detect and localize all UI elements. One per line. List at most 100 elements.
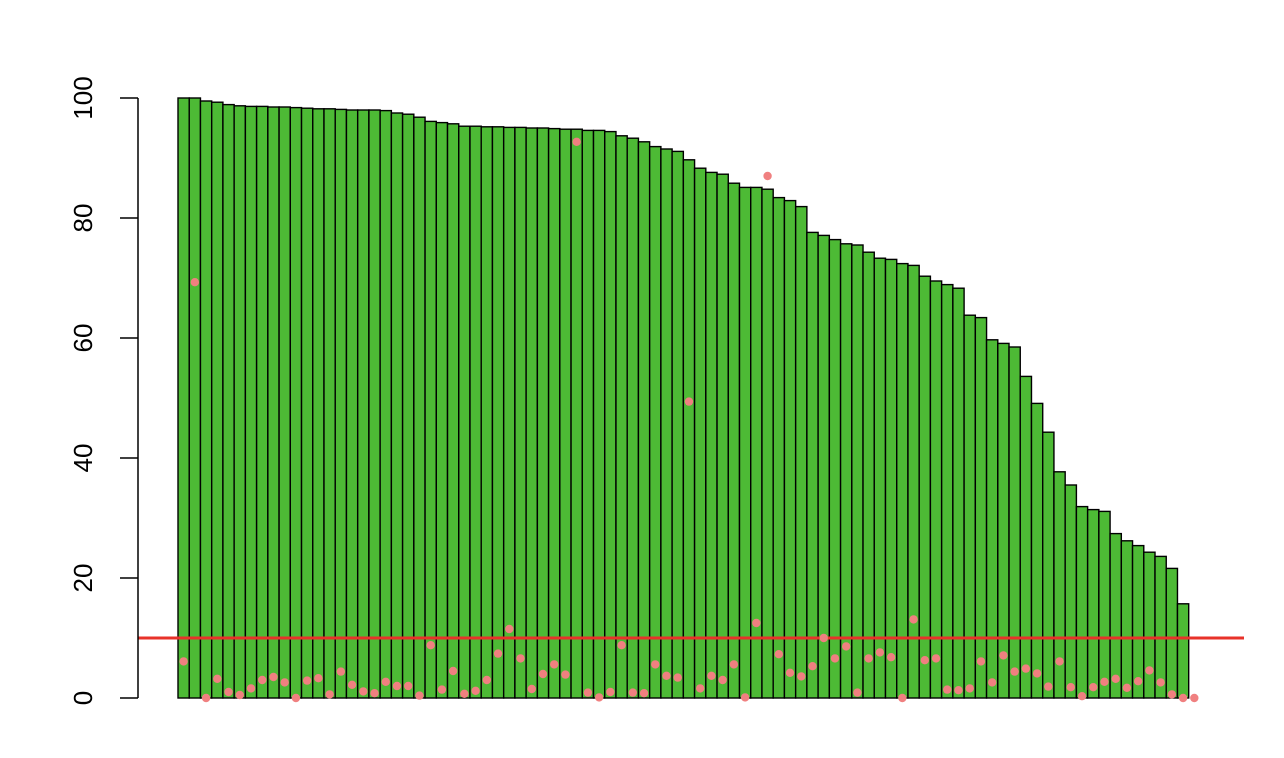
bar bbox=[379, 109, 393, 699]
data-point bbox=[774, 650, 784, 659]
data-point bbox=[235, 690, 244, 700]
bar bbox=[356, 109, 370, 699]
data-point bbox=[1156, 678, 1165, 687]
data-point bbox=[1032, 669, 1042, 678]
bar bbox=[884, 258, 898, 699]
data-point bbox=[1145, 666, 1154, 675]
bar bbox=[210, 101, 224, 699]
data-point bbox=[954, 686, 963, 695]
data-point bbox=[1055, 657, 1064, 666]
data-point bbox=[325, 690, 334, 699]
bar bbox=[401, 113, 415, 699]
data-point bbox=[336, 667, 346, 676]
data-point bbox=[931, 654, 941, 663]
data-point bbox=[1122, 683, 1132, 692]
bar bbox=[1008, 346, 1021, 699]
data-point bbox=[583, 688, 593, 697]
data-point bbox=[763, 171, 772, 181]
bar bbox=[660, 148, 673, 699]
bar bbox=[997, 342, 1010, 699]
bar bbox=[648, 145, 662, 699]
data-point bbox=[404, 681, 413, 691]
bar bbox=[705, 171, 718, 699]
bar bbox=[974, 316, 988, 699]
bar bbox=[794, 205, 808, 699]
data-point bbox=[1077, 692, 1087, 701]
data-point bbox=[201, 693, 211, 703]
bar bbox=[873, 257, 887, 699]
data-point bbox=[707, 671, 716, 680]
data-point bbox=[673, 673, 682, 682]
data-point bbox=[550, 660, 559, 669]
data-point bbox=[875, 648, 885, 657]
data-point bbox=[662, 671, 671, 680]
data-point bbox=[437, 685, 447, 694]
data-point bbox=[1021, 664, 1031, 673]
data-point bbox=[1066, 683, 1075, 692]
data-point bbox=[224, 687, 233, 697]
bar bbox=[940, 283, 954, 699]
bar bbox=[817, 234, 831, 699]
data-point bbox=[987, 678, 997, 687]
data-point bbox=[1089, 683, 1098, 692]
data-point bbox=[752, 618, 761, 628]
data-point bbox=[280, 678, 289, 687]
data-point bbox=[976, 657, 986, 666]
y-axis: 0 20 40 60 80 100 bbox=[68, 76, 139, 705]
data-point bbox=[898, 693, 907, 703]
bar bbox=[963, 314, 977, 699]
data-point bbox=[190, 278, 200, 287]
data-point bbox=[213, 674, 222, 683]
bar bbox=[300, 107, 314, 699]
bar bbox=[929, 280, 943, 699]
bar bbox=[525, 127, 539, 699]
data-point bbox=[482, 675, 492, 685]
bar bbox=[435, 121, 449, 699]
bar bbox=[716, 173, 729, 699]
data-point bbox=[830, 654, 840, 663]
data-point bbox=[718, 675, 727, 685]
bar bbox=[334, 108, 348, 699]
data-point bbox=[381, 677, 390, 686]
bar bbox=[345, 109, 359, 699]
data-point bbox=[696, 684, 705, 693]
bar bbox=[828, 238, 842, 699]
data-point bbox=[1167, 690, 1177, 699]
bar bbox=[502, 126, 516, 699]
data-point bbox=[797, 672, 806, 681]
data-point bbox=[572, 137, 581, 146]
data-point bbox=[785, 668, 795, 677]
bar bbox=[682, 159, 696, 699]
data-point bbox=[302, 676, 312, 685]
data-point bbox=[909, 615, 918, 624]
data-point bbox=[460, 689, 469, 698]
bar bbox=[255, 105, 269, 699]
data-point bbox=[426, 641, 435, 650]
bar bbox=[188, 97, 202, 699]
bar bbox=[424, 120, 437, 699]
bar bbox=[918, 275, 932, 699]
data-point bbox=[448, 666, 458, 676]
data-point bbox=[493, 649, 503, 658]
data-point bbox=[999, 651, 1008, 660]
data-point bbox=[864, 654, 873, 663]
bar bbox=[469, 125, 482, 699]
data-point bbox=[1010, 667, 1019, 676]
bar bbox=[896, 262, 909, 699]
bar bbox=[1030, 402, 1044, 699]
bar bbox=[233, 105, 247, 699]
bar bbox=[1075, 505, 1089, 699]
bar bbox=[1176, 603, 1190, 699]
data-point bbox=[370, 689, 379, 698]
data-point bbox=[415, 691, 424, 700]
data-point bbox=[538, 669, 548, 679]
bar bbox=[1154, 555, 1167, 699]
point-series bbox=[179, 137, 1199, 703]
y-tick-label: 40 bbox=[68, 444, 98, 473]
bar bbox=[592, 129, 606, 699]
bar bbox=[637, 141, 651, 699]
bar bbox=[267, 106, 280, 699]
bar bbox=[727, 182, 741, 699]
bar bbox=[693, 167, 707, 699]
bar bbox=[851, 244, 864, 699]
